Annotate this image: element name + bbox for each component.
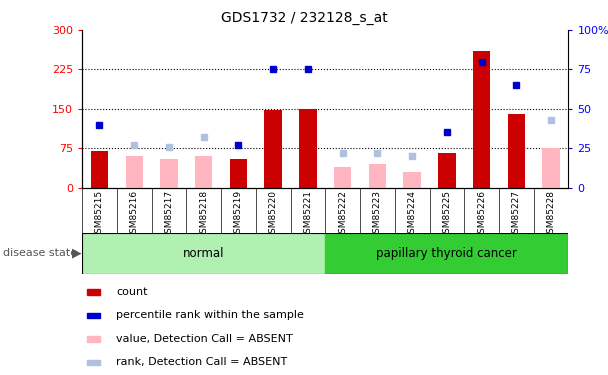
Bar [87, 290, 100, 295]
Bar [299, 109, 317, 188]
Bar [368, 164, 386, 188]
Bar [230, 159, 247, 188]
Text: disease state: disease state [3, 248, 77, 258]
Text: GDS1732 / 232128_s_at: GDS1732 / 232128_s_at [221, 11, 387, 25]
Bar [91, 151, 108, 188]
Text: rank, Detection Call = ABSENT: rank, Detection Call = ABSENT [116, 357, 288, 367]
Bar [82, 232, 325, 274]
Bar [542, 148, 560, 188]
Bar [125, 156, 143, 188]
Text: count: count [116, 287, 148, 297]
Text: papillary thyroid cancer: papillary thyroid cancer [376, 247, 517, 259]
Text: percentile rank within the sample: percentile rank within the sample [116, 310, 304, 321]
Bar [87, 313, 100, 318]
Bar [334, 166, 351, 188]
Bar [195, 156, 212, 188]
Bar [473, 51, 490, 188]
Bar [508, 114, 525, 188]
Text: ▶: ▶ [72, 247, 81, 259]
Text: normal: normal [183, 247, 224, 259]
Text: value, Detection Call = ABSENT: value, Detection Call = ABSENT [116, 334, 293, 344]
Bar [404, 172, 421, 188]
Bar [325, 232, 568, 274]
Bar [87, 360, 100, 365]
Bar [87, 336, 100, 342]
Bar [161, 159, 178, 188]
Bar [438, 153, 455, 188]
Bar [264, 110, 282, 188]
